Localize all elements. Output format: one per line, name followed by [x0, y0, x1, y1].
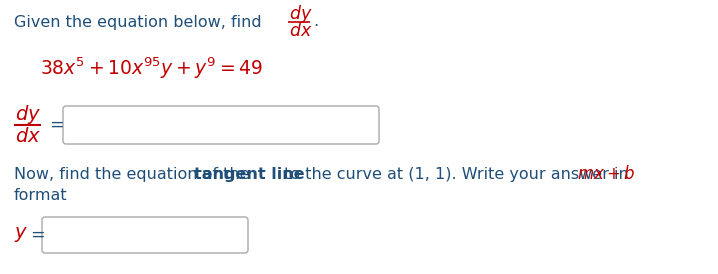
Text: $38x^5 + 10x^{95}y + y^9 = 49$: $38x^5 + 10x^{95}y + y^9 = 49$	[40, 55, 264, 81]
Text: $\mathit{dy}$: $\mathit{dy}$	[15, 104, 41, 127]
Text: =: =	[30, 226, 45, 244]
Text: $\mathit{dx}$: $\mathit{dx}$	[289, 22, 312, 40]
Text: to the curve at (1, 1). Write your answer in: to the curve at (1, 1). Write your answe…	[279, 167, 634, 182]
Text: format: format	[14, 189, 67, 204]
Text: tangent line: tangent line	[194, 167, 304, 182]
Text: Now, find the equation of the: Now, find the equation of the	[14, 167, 255, 182]
Text: $\mathit{dx}$: $\mathit{dx}$	[15, 127, 41, 145]
Text: $\mathit{y}$: $\mathit{y}$	[14, 226, 28, 244]
Text: $\mathit{dy}$: $\mathit{dy}$	[289, 3, 312, 25]
FancyBboxPatch shape	[42, 217, 248, 253]
Text: .: .	[313, 15, 318, 30]
Text: =: =	[49, 116, 64, 134]
Text: Given the equation below, find: Given the equation below, find	[14, 15, 261, 30]
Text: $\mathit{mx} + \mathit{b}$: $\mathit{mx} + \mathit{b}$	[577, 165, 635, 183]
FancyBboxPatch shape	[63, 106, 379, 144]
